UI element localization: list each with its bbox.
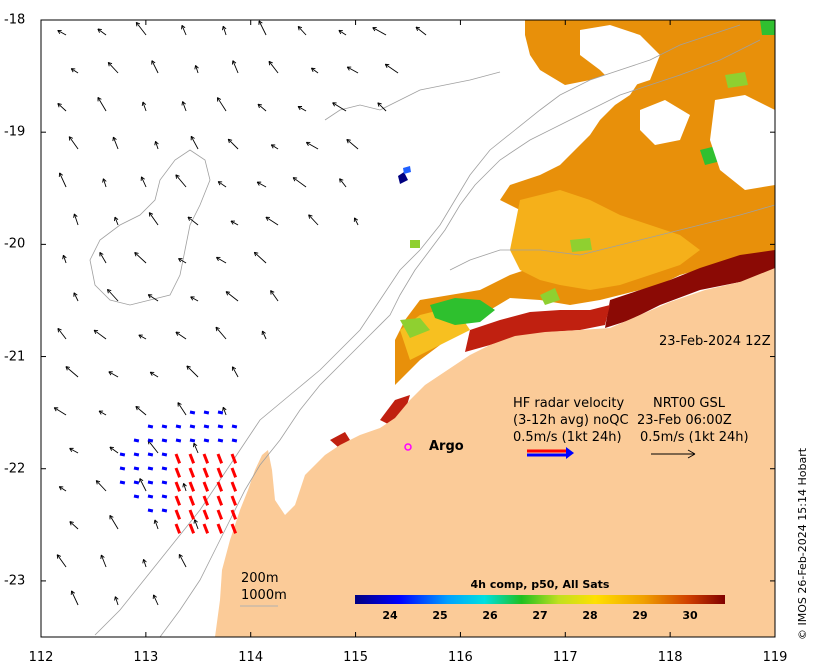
legend-vector-arrow <box>651 449 696 459</box>
x-tick-label: 117 <box>552 650 578 665</box>
sst-field <box>330 20 775 447</box>
x-tick-label: 115 <box>343 650 368 665</box>
hf-radar-vectors <box>119 410 238 534</box>
colorbar-title: 4h comp, p50, All Sats <box>470 578 610 591</box>
colorbar-tick: 26 <box>482 609 498 622</box>
plot-frame <box>40 19 776 638</box>
y-tick-label: -18 <box>4 12 26 28</box>
x-tick-label: 119 <box>762 650 788 665</box>
current-vectors <box>53 20 427 606</box>
y-tick-label: -19 <box>4 124 26 140</box>
colorbar-tick: 24 <box>382 609 398 622</box>
y-tick-label: -21 <box>4 349 26 365</box>
x-tick-label: 112 <box>28 650 54 665</box>
legend-line1-left: HF radar velocity <box>513 396 625 411</box>
colorbar <box>355 595 725 604</box>
colorbar-tick: 30 <box>682 609 698 622</box>
axis-ticks <box>40 19 776 637</box>
x-tick-label: 113 <box>133 650 159 665</box>
legend-line2-right: 23-Feb 06:00Z <box>637 413 732 428</box>
x-tick-label: 118 <box>657 650 683 665</box>
credit-text: © IMOS 26-Feb-2024 15:14 Hobart <box>796 447 809 640</box>
colorbar-tick: 29 <box>632 609 648 622</box>
argo-label: Argo <box>429 439 464 454</box>
legend-line3-right: 0.5m/s (1kt 24h) <box>640 430 749 445</box>
y-tick-label: -20 <box>4 236 26 252</box>
argo-float-marker <box>404 443 412 451</box>
x-tick-label: 114 <box>238 650 264 665</box>
y-tick-label: -22 <box>4 461 26 477</box>
colorbar-tick: 28 <box>582 609 598 622</box>
legend-line1-right: NRT00 GSL <box>653 396 725 411</box>
isobath-label-200m: 200m <box>241 571 279 586</box>
legend-line3-left: 0.5m/s (1kt 24h) <box>513 430 622 445</box>
colorbar-tick: 27 <box>532 609 548 622</box>
x-tick-label: 116 <box>448 650 473 665</box>
timestamp-label: 23-Feb-2024 12Z <box>659 334 771 349</box>
land-mass <box>215 268 775 637</box>
isobath-label-1000m: 1000m <box>241 588 287 603</box>
colorbar-tick: 25 <box>432 609 448 622</box>
y-tick-label: -23 <box>4 573 26 589</box>
legend-radar-arrow <box>527 447 574 459</box>
legend-line2-left: (3-12h avg) noQC <box>513 413 629 428</box>
